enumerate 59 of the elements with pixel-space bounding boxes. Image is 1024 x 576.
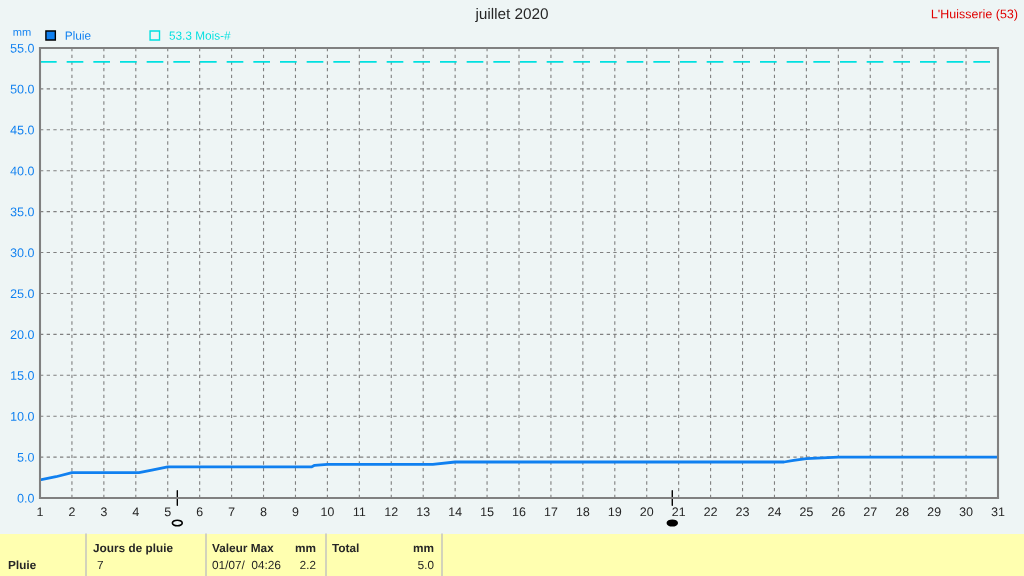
text: mm: [413, 545, 434, 553]
x-tick-label: 5: [164, 507, 171, 517]
x-tick-label: 17: [544, 507, 558, 517]
text: Jours de pluie: [93, 543, 173, 555]
x-tick-label: 24: [768, 507, 782, 517]
x-tick-label: 22: [704, 507, 717, 517]
x-tick-label: 14: [449, 507, 462, 517]
x-tick-label: 31: [991, 507, 1005, 517]
x-tick-label: 20: [640, 507, 654, 517]
x-tick-label: 19: [608, 507, 622, 517]
y-tick-label: 20.0: [10, 330, 34, 340]
x-tick-label: 11: [353, 507, 366, 517]
x-tick-label: 27: [863, 507, 877, 517]
x-tick-label: 28: [895, 507, 909, 517]
text: Total: [332, 543, 359, 553]
y-tick-label: 0.0: [17, 493, 34, 503]
x-tick-label: 2: [69, 507, 75, 517]
x-tick-label: 1: [37, 507, 43, 517]
x-tick-label: 7: [228, 507, 235, 517]
y-tick-label: 45.0: [10, 125, 34, 135]
x-tick-label: 9: [292, 507, 299, 517]
x-tick-label: 23: [736, 507, 749, 517]
x-tick-label: 4: [132, 507, 139, 517]
y-tick-label: 5.0: [17, 452, 34, 462]
x-tick-label: 29: [927, 507, 941, 517]
x-tick-label: 12: [385, 507, 398, 517]
text: 5.0: [418, 560, 434, 570]
text: 7: [97, 560, 103, 570]
y-tick-label: 40.0: [10, 166, 34, 176]
x-tick-label: 25: [800, 507, 813, 517]
x-tick-label: 30: [959, 507, 973, 517]
legend-label: 53.3 Mois-#: [169, 31, 231, 40]
y-tick-label: 35.0: [10, 207, 34, 217]
x-tick-label: 13: [417, 507, 430, 517]
text: 01/07/ 04:26: [212, 560, 281, 570]
x-tick-label: 10: [321, 507, 334, 517]
y-tick-label: 10.0: [11, 411, 34, 421]
text: L'Huisserie (53): [931, 9, 1018, 21]
y-axis-title: mm: [13, 29, 31, 36]
y-tick-label: 15.0: [11, 371, 34, 380]
text: 2.2: [300, 560, 316, 570]
x-tick-label: 16: [513, 507, 526, 517]
text: Pluie: [8, 560, 36, 570]
chart-title: juillet 2020: [475, 7, 548, 23]
y-tick-label: 25.0: [10, 289, 34, 299]
x-tick-label: 21: [672, 507, 686, 517]
x-tick-label: 18: [576, 507, 590, 517]
x-tick-label: 6: [196, 507, 203, 517]
y-tick-label: 30.0: [10, 248, 34, 258]
x-tick-label: 15: [481, 507, 494, 517]
x-tick-label: 26: [832, 507, 845, 517]
y-tick-label: 50.0: [10, 84, 34, 94]
legend-label: Pluie: [65, 31, 91, 40]
y-tick-label: 55.0: [10, 43, 34, 53]
line-series: [40, 455, 998, 482]
x-tick-label: 8: [260, 507, 267, 517]
text: Valeur Max: [212, 543, 274, 553]
x-tick-label: 3: [100, 507, 107, 517]
text: mm: [295, 545, 316, 553]
